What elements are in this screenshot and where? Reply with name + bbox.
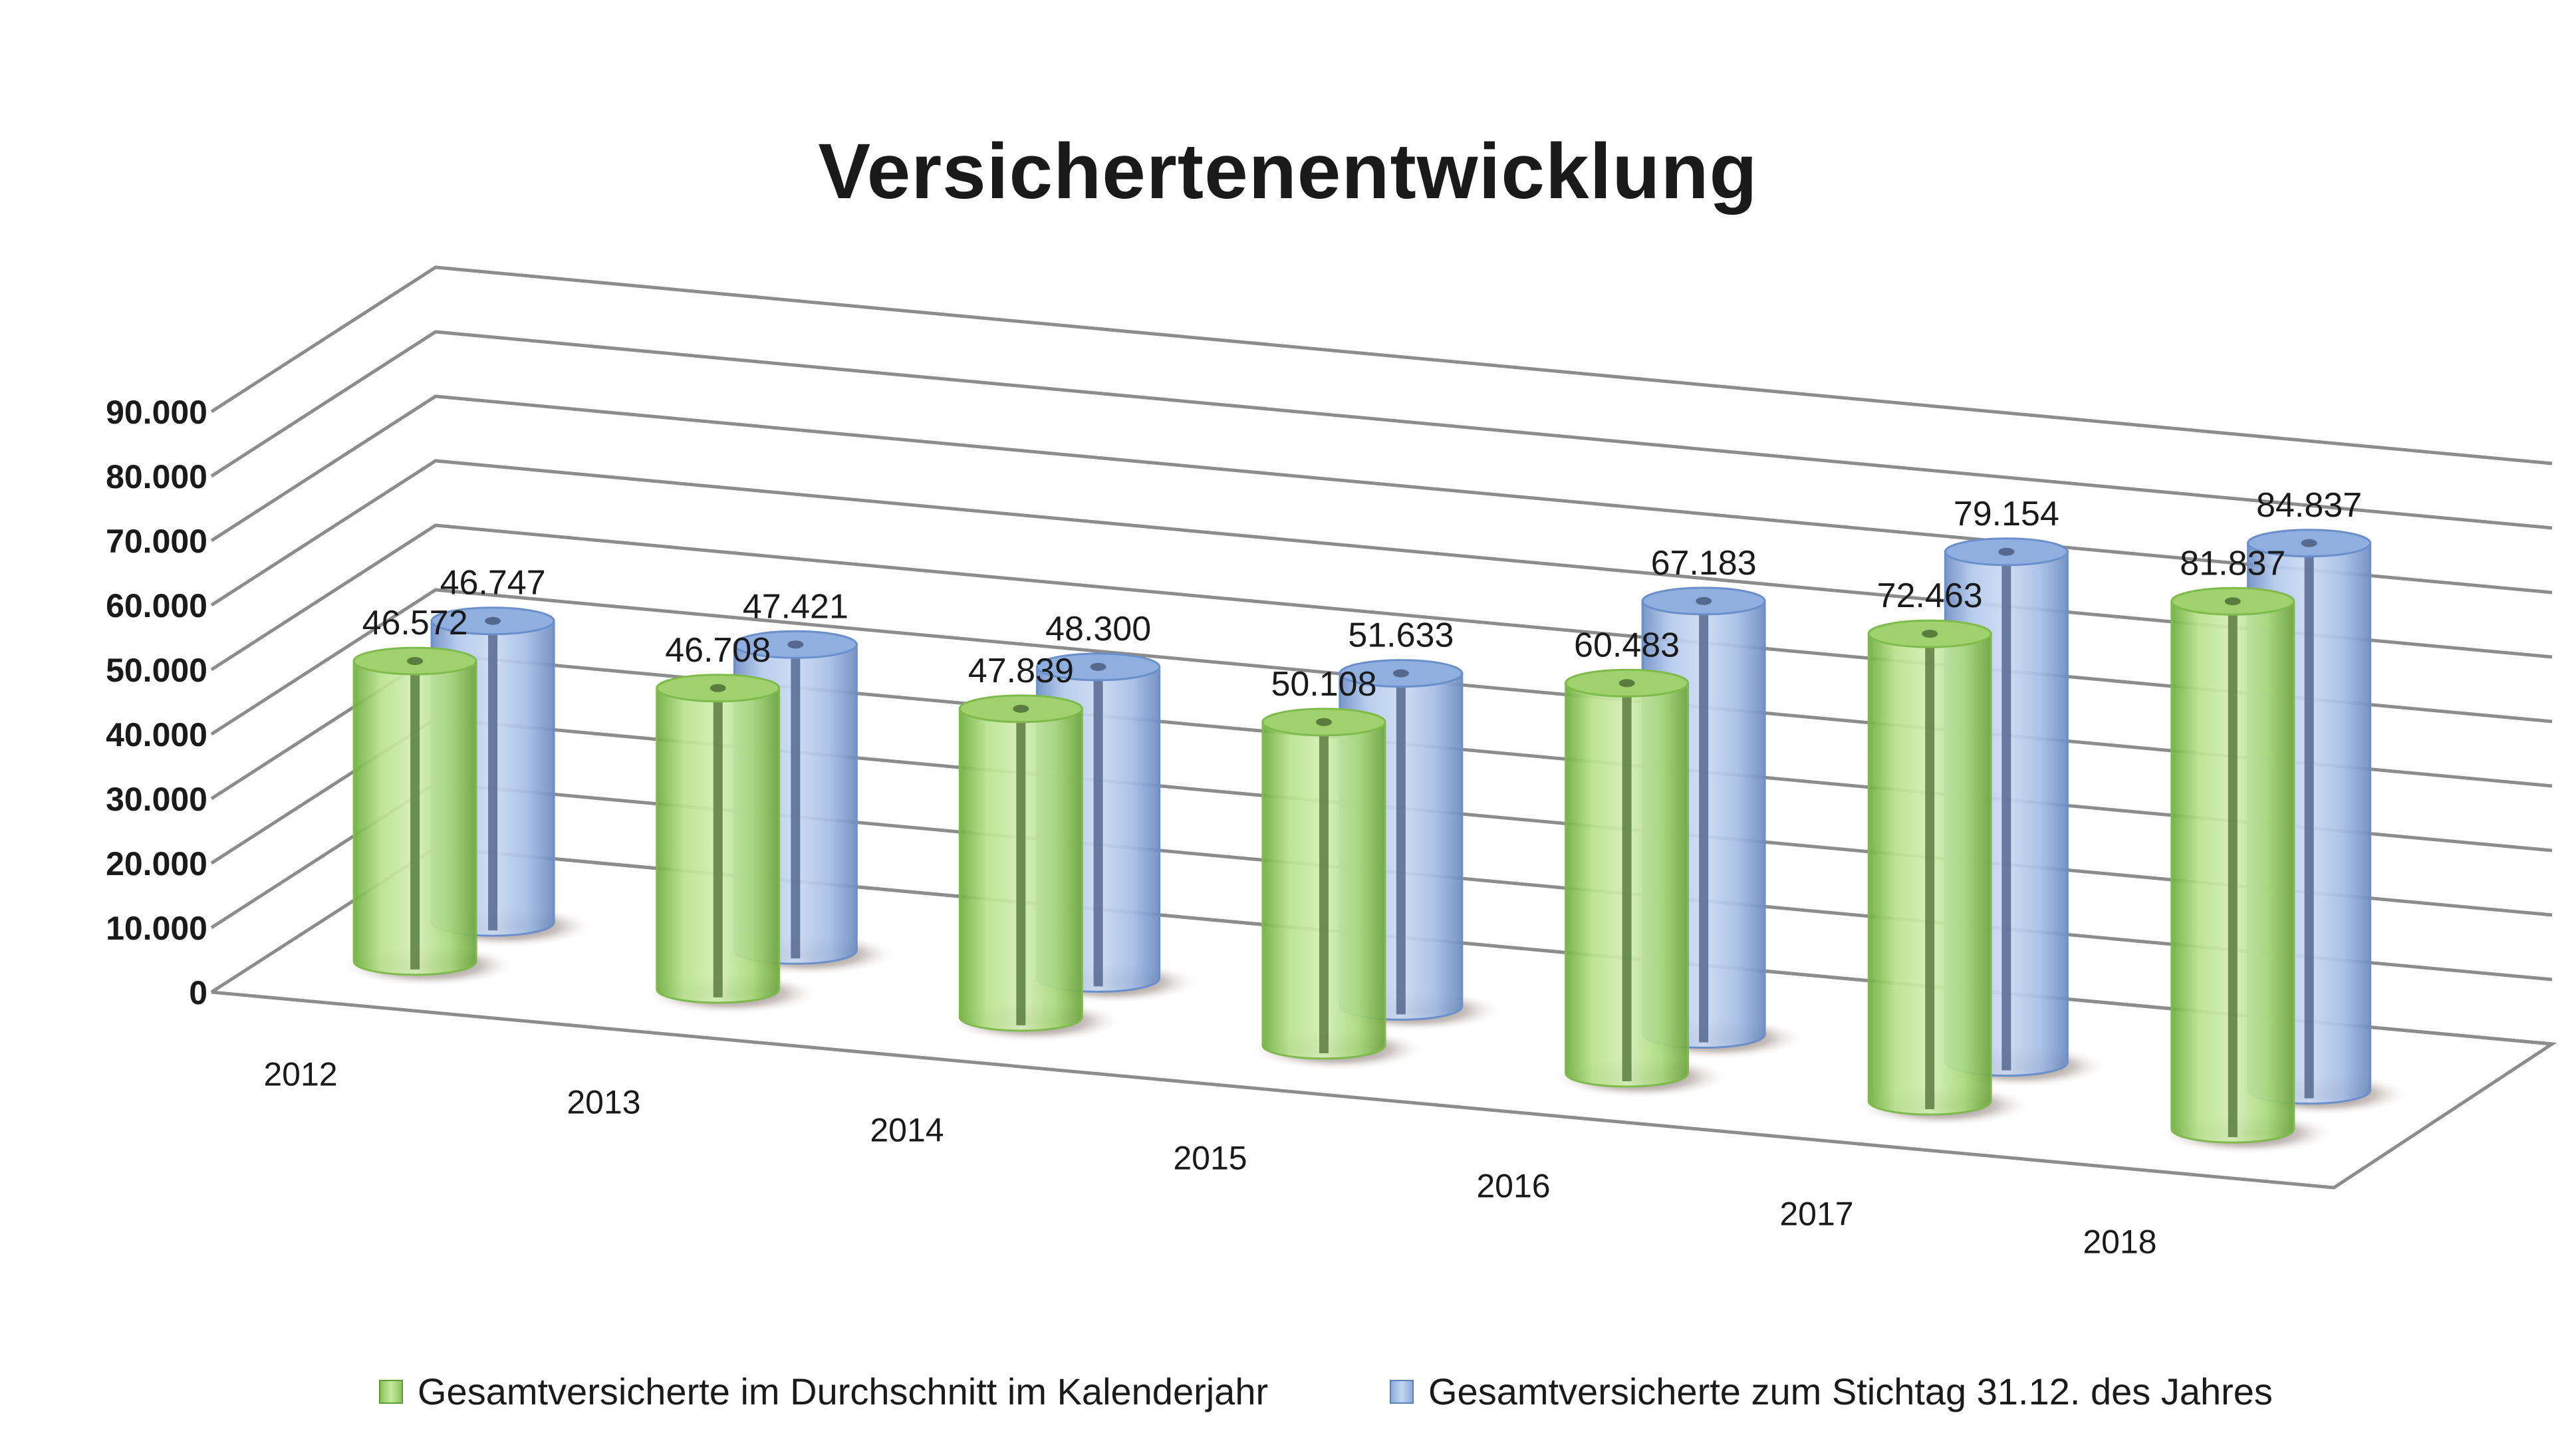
bar-cap-hole bbox=[2224, 597, 2241, 606]
data-label: 47.839 bbox=[968, 652, 1074, 690]
bar-core bbox=[2228, 601, 2238, 1138]
bar-core bbox=[488, 620, 498, 931]
bar-core bbox=[410, 661, 420, 970]
data-label: 79.154 bbox=[1954, 495, 2059, 533]
floor-outline bbox=[211, 846, 2557, 1190]
bar-cap-hole bbox=[1618, 679, 1635, 688]
y-tick-label: 70.000 bbox=[106, 523, 207, 560]
bar bbox=[1854, 619, 2032, 1127]
bar-core bbox=[713, 688, 723, 997]
data-label: 84.837 bbox=[2256, 486, 2362, 525]
bar-cap-hole bbox=[1013, 704, 1029, 713]
bar-cap-hole bbox=[1696, 596, 1712, 605]
axis-layer: 0 10.000 20.000 30.000 40.000 50.000 60.000 70.… bbox=[106, 394, 2557, 1261]
x-tick-label: 2016 bbox=[1476, 1168, 1550, 1205]
legend-swatch-series-1 bbox=[379, 1379, 403, 1404]
y-tick-label: 80.000 bbox=[106, 458, 207, 495]
bar-cap-hole bbox=[709, 684, 726, 692]
data-label: 72.463 bbox=[1877, 577, 1983, 615]
data-label: 46.708 bbox=[665, 631, 771, 670]
legend-item-series-1: Gesamtversicherte im Durchschnitt im Kal… bbox=[379, 1370, 1268, 1413]
bar-core bbox=[2304, 543, 2314, 1099]
chart-title: Versichertenentwicklung bbox=[818, 128, 1758, 215]
legend-item-series-2: Gesamtversicherte zum Stichtag 31.12. de… bbox=[1390, 1370, 2273, 1413]
bar-cap-hole bbox=[2301, 539, 2317, 547]
bar bbox=[642, 674, 821, 1015]
bar-cap-hole bbox=[787, 640, 804, 649]
data-label: 50.108 bbox=[1271, 665, 1376, 704]
y-tick-label: 90.000 bbox=[106, 394, 207, 431]
y-tick-label: 20.000 bbox=[106, 845, 207, 882]
bar-core bbox=[1093, 666, 1103, 987]
data-label: 60.483 bbox=[1574, 626, 1680, 664]
data-label: 51.633 bbox=[1348, 616, 1454, 655]
bar bbox=[945, 694, 1123, 1043]
legend-label-series-1: Gesamtversicherte im Durchschnitt im Kal… bbox=[418, 1371, 1269, 1412]
bars-layer bbox=[339, 529, 2412, 1155]
bar-core bbox=[1016, 708, 1026, 1025]
bar-core bbox=[1319, 721, 1329, 1053]
bar-core bbox=[2001, 551, 2011, 1071]
data-label: 46.572 bbox=[362, 604, 468, 642]
bar-cap-hole bbox=[407, 657, 424, 666]
x-tick-label: 2012 bbox=[263, 1056, 337, 1093]
y-tick-label: 10.000 bbox=[106, 910, 207, 947]
gridline bbox=[210, 523, 2553, 723]
gridline bbox=[210, 588, 2553, 788]
data-label: 67.183 bbox=[1651, 544, 1757, 583]
bar-cap-hole bbox=[485, 616, 501, 625]
legend: Gesamtversicherte im Durchschnitt im Kal… bbox=[0, 1370, 2576, 1423]
y-tick-label: 30.000 bbox=[106, 781, 207, 818]
gridline bbox=[210, 394, 2553, 594]
y-tick-label: 60.000 bbox=[106, 587, 207, 624]
bar bbox=[1248, 708, 1426, 1071]
bar-core bbox=[1925, 634, 1935, 1110]
labels-layer: 46.747 47.421 48.300 51.633 67.183 79.154 84.8… bbox=[362, 486, 2363, 704]
gridline bbox=[210, 330, 2553, 530]
gridline bbox=[210, 265, 2553, 465]
bar bbox=[1551, 668, 1729, 1099]
bar-core bbox=[1622, 683, 1632, 1081]
x-tick-label: 2018 bbox=[2083, 1224, 2156, 1261]
data-label: 81.837 bbox=[2180, 544, 2285, 583]
data-label: 47.421 bbox=[743, 587, 848, 626]
bar-cap-hole bbox=[1922, 630, 1938, 638]
legend-swatch-series-2 bbox=[1390, 1379, 1414, 1404]
y-tick-label: 50.000 bbox=[106, 652, 207, 689]
bar-core bbox=[1396, 673, 1406, 1015]
bar-core bbox=[1699, 600, 1709, 1043]
gridline bbox=[210, 459, 2553, 659]
bar-cap-hole bbox=[1090, 662, 1106, 671]
bar bbox=[339, 646, 517, 987]
data-label: 46.747 bbox=[440, 564, 546, 602]
x-tick-label: 2017 bbox=[1779, 1196, 1853, 1233]
y-tick-label: 0 bbox=[189, 974, 207, 1011]
y-tick-label: 40.000 bbox=[106, 716, 207, 753]
legend-label-series-2: Gesamtversicherte zum Stichtag 31.12. de… bbox=[1428, 1371, 2273, 1412]
bar-cap-hole bbox=[1392, 669, 1409, 678]
x-tick-label: 2013 bbox=[567, 1084, 640, 1121]
data-label: 48.300 bbox=[1045, 610, 1151, 648]
bar-core bbox=[791, 644, 801, 959]
x-tick-label: 2015 bbox=[1173, 1140, 1247, 1177]
bar-cap-hole bbox=[1315, 718, 1332, 726]
x-tick-label: 2014 bbox=[870, 1112, 944, 1149]
bar-cap-hole bbox=[1998, 547, 2015, 556]
bar bbox=[2157, 587, 2335, 1155]
